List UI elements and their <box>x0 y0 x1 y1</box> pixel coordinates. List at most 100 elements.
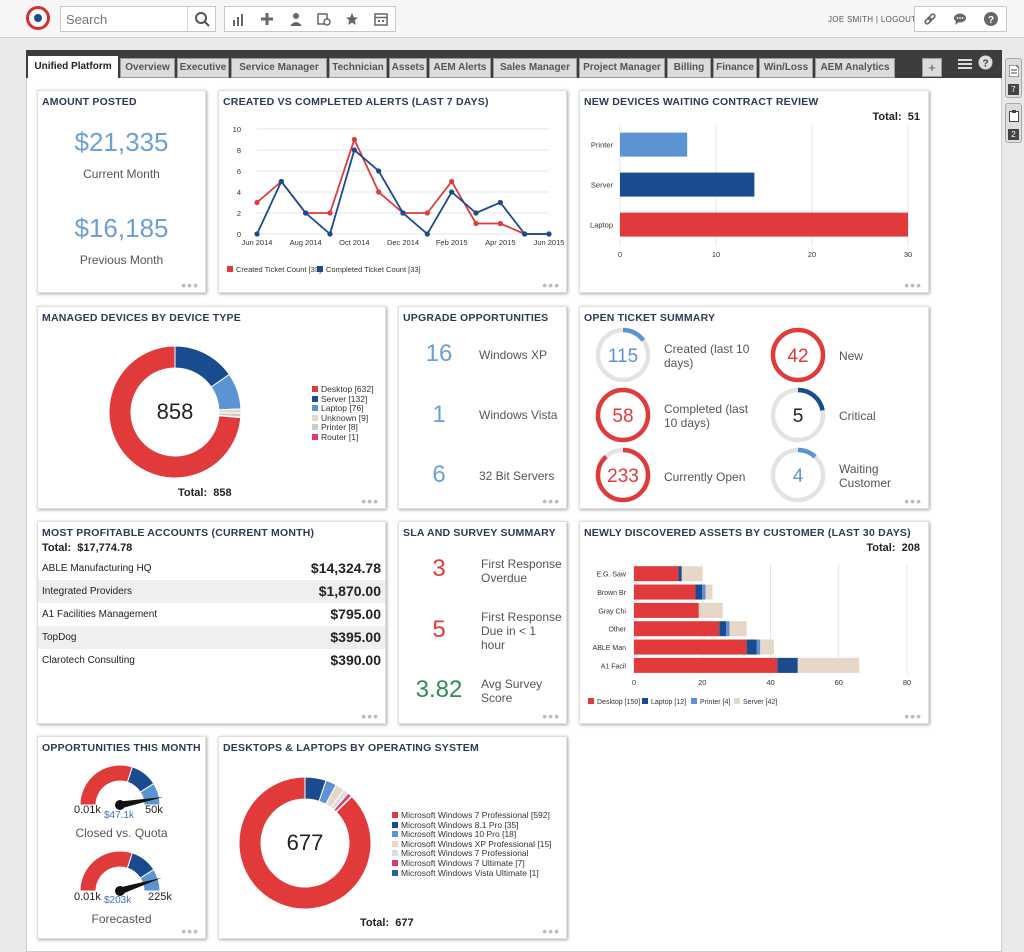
gauge2-label: Forecasted <box>91 912 152 926</box>
timesheet-icon[interactable] <box>310 7 338 31</box>
data-point <box>376 168 382 174</box>
legend-label: Microsoft Windows 8.1 Pro [35] <box>401 819 519 830</box>
discovered-assets-card: NEWLY DISCOVERED ASSETS BY CUSTOMER (LAS… <box>579 521 929 724</box>
tab-unified-platform[interactable]: Unified Platform <box>28 56 118 78</box>
data-point <box>497 220 503 227</box>
account-name: A1 Facilities Management <box>42 609 158 620</box>
user-name[interactable]: JOE SMITH <box>828 15 874 24</box>
card-menu-dots[interactable]: ••• <box>542 277 560 293</box>
tab-technician[interactable]: Technician <box>329 58 387 78</box>
card-menu-dots[interactable]: ••• <box>542 493 560 509</box>
created-label-line1: Created (last 10 <box>664 342 750 356</box>
card-menu-dots[interactable]: ••• <box>361 493 379 509</box>
account-name: ABLE Manufacturing HQ <box>42 563 152 574</box>
card-menu-dots[interactable]: ••• <box>904 708 922 724</box>
category-label: A1 Facil <box>601 663 627 670</box>
dashboard-help-icon[interactable]: ? <box>978 55 993 75</box>
card-menu-dots[interactable]: ••• <box>904 277 922 293</box>
user-separator: | <box>875 15 879 24</box>
legend-swatch <box>734 698 740 704</box>
x-tick-label: 60 <box>835 678 843 687</box>
documents-widget[interactable]: 7 <box>1005 58 1022 98</box>
legend-label: Microsoft Windows XP Professional [15] <box>401 838 552 849</box>
add-tab-button[interactable]: + <box>922 58 942 77</box>
clipboard-icon <box>1009 109 1019 127</box>
legend-item: Laptop [12] <box>642 698 686 706</box>
logout-link[interactable]: LOGOUT <box>880 15 917 24</box>
account-row[interactable]: ABLE Manufacturing HQ $14,324.78 <box>38 557 385 580</box>
tab-project-manager[interactable]: Project Manager <box>579 58 665 78</box>
reports-icon[interactable] <box>225 7 253 31</box>
legend-item: Microsoft Windows 7 Ultimate [7] <box>392 858 525 868</box>
total-label: Total: 858 <box>178 487 232 499</box>
menu-icon[interactable] <box>958 57 972 75</box>
account-row[interactable]: A1 Facilities Management $795.00 <box>38 603 385 626</box>
data-point <box>351 136 357 143</box>
legend-item: Router [1] <box>312 432 358 442</box>
legend-item: Microsoft Windows 7 Professional <box>392 848 529 858</box>
sla-due-count: 5 <box>432 616 446 643</box>
tab-service-manager[interactable]: Service Manager <box>231 58 327 78</box>
legend-swatch <box>392 821 398 828</box>
y-tick-label: 4 <box>237 188 241 197</box>
waiting-label: Waiting Customer <box>839 462 891 490</box>
total-text: Total: <box>42 542 72 554</box>
data-point <box>449 178 455 185</box>
legend-swatch <box>588 698 594 704</box>
sla-label-line: Score <box>481 691 513 705</box>
donut-center-value: 858 <box>156 399 194 424</box>
card-menu-dots[interactable]: ••• <box>181 277 199 293</box>
toolbar <box>224 6 396 32</box>
account-row[interactable]: Integrated Providers $1,870.00 <box>38 580 385 603</box>
help-icon[interactable]: ? <box>976 7 1006 31</box>
card-menu-dots[interactable]: ••• <box>181 923 199 939</box>
tab-win-loss[interactable]: Win/Loss <box>759 58 813 78</box>
search-icon[interactable] <box>187 7 215 31</box>
tab-overview[interactable]: Overview <box>120 58 175 78</box>
sla-label-line: First Response <box>481 557 562 571</box>
tab-aem-alerts[interactable]: AEM Alerts <box>429 58 491 78</box>
total-text: Total: <box>872 111 902 123</box>
data-point <box>449 189 455 195</box>
stacked-bar-segment <box>681 566 703 582</box>
stacked-bar-segment <box>634 657 778 673</box>
legend-label: Router [1] <box>321 432 359 442</box>
account-row[interactable]: Clarotech Consulting $390.00 <box>38 649 385 672</box>
total-value: 677 <box>395 917 414 929</box>
search-input[interactable] <box>61 7 189 31</box>
chat-icon[interactable] <box>945 7 975 31</box>
stacked-bar-segment <box>719 621 727 637</box>
star-icon[interactable] <box>338 7 366 31</box>
calendar-icon[interactable] <box>367 7 395 31</box>
x-tick-label: Jun 2014 <box>242 238 273 247</box>
stacked-bar-segment <box>760 639 774 655</box>
card-title: MANAGED DEVICES BY DEVICE TYPE <box>42 312 241 324</box>
sla-label-line: First Response <box>481 610 562 624</box>
card-menu-dots[interactable]: ••• <box>904 493 922 509</box>
app-logo[interactable] <box>26 6 50 30</box>
tab-assets[interactable]: Assets <box>389 58 427 78</box>
tab-finance[interactable]: Finance <box>713 58 757 78</box>
tab-billing[interactable]: Billing <box>667 58 711 78</box>
clipboard-widget[interactable]: 2 <box>1005 103 1022 143</box>
tab-executive[interactable]: Executive <box>177 58 229 78</box>
user-icon[interactable] <box>282 7 310 31</box>
account-row[interactable]: TopDog $395.00 <box>38 626 385 649</box>
card-menu-dots[interactable]: ••• <box>542 708 560 724</box>
y-tick-label: 6 <box>237 167 241 176</box>
stacked-bar-segment <box>695 584 703 600</box>
gauge-needle <box>118 877 162 895</box>
legend-label: Server [132] <box>321 393 368 404</box>
legend-swatch <box>312 386 318 392</box>
waiting-label-line2: Customer <box>839 476 892 490</box>
account-value: $795.00 <box>330 606 381 622</box>
survey-score: 3.82 <box>415 676 463 703</box>
card-menu-dots[interactable]: ••• <box>361 708 379 724</box>
card-menu-dots[interactable]: ••• <box>542 923 560 939</box>
tab-aem-analytics[interactable]: AEM Analytics <box>815 58 895 78</box>
data-point <box>278 178 284 185</box>
upgrade-label: Windows Vista <box>479 408 558 422</box>
link-icon[interactable] <box>915 7 945 31</box>
tab-sales-manager[interactable]: Sales Manager <box>493 58 577 78</box>
add-icon[interactable] <box>253 7 281 31</box>
